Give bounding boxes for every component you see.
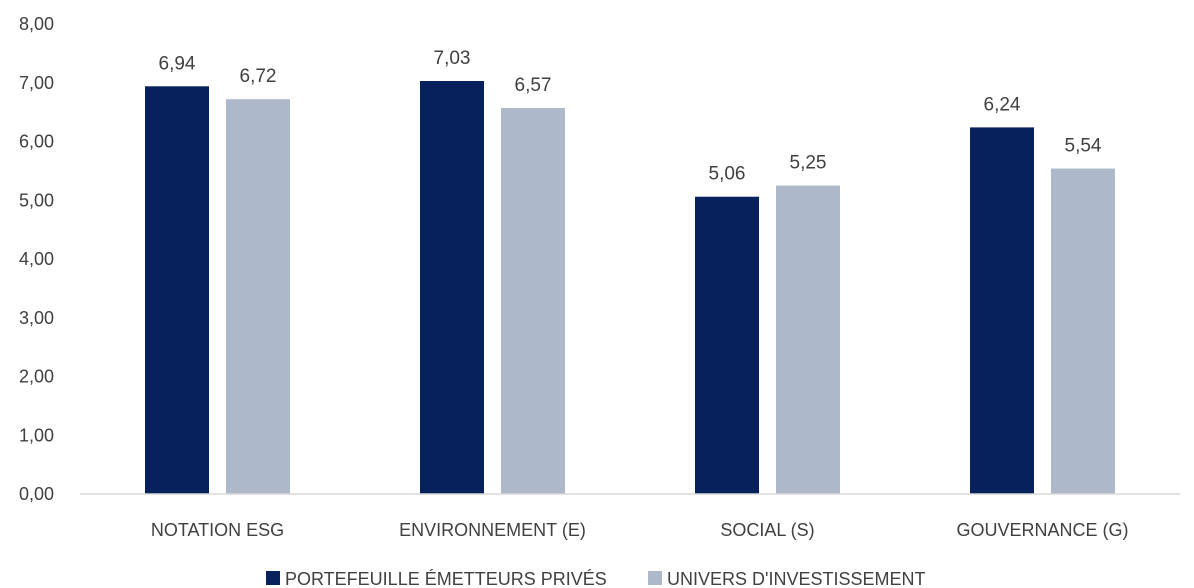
bar-series-1 <box>420 80 484 495</box>
x-axis: NOTATION ESG ENVIRONNEMENT (E) SOCIAL (S) G… <box>151 520 1129 540</box>
y-tick-label: 4,00 <box>19 249 54 269</box>
y-tick-label: 8,00 <box>19 14 54 34</box>
legend-swatch <box>648 571 662 585</box>
data-label: 7,03 <box>434 48 471 69</box>
data-label: 6,94 <box>159 53 196 74</box>
data-labels: 6,94 6,72 7,03 6,57 5,06 5,25 6,24 5,54 <box>159 48 1102 185</box>
y-tick-label: 6,00 <box>19 132 54 152</box>
bar-series-2 <box>1051 168 1115 494</box>
bar-series-2 <box>226 99 290 494</box>
bar-series-1 <box>145 86 209 495</box>
data-label: 5,25 <box>790 153 827 174</box>
data-label: 6,72 <box>240 66 277 87</box>
legend-swatch <box>266 571 280 585</box>
data-label: 6,24 <box>984 94 1021 115</box>
data-label: 6,57 <box>515 75 552 96</box>
y-tick-label: 5,00 <box>19 190 54 210</box>
y-tick-label: 7,00 <box>19 73 54 93</box>
bar-series-1 <box>695 196 759 494</box>
y-tick-label: 2,00 <box>19 367 54 387</box>
x-tick-label: ENVIRONNEMENT (E) <box>399 520 586 540</box>
bar-series-2 <box>776 185 840 494</box>
y-tick-label: 3,00 <box>19 308 54 328</box>
bar-series-1 <box>970 127 1034 495</box>
legend-label: UNIVERS D'INVESTISSEMENT <box>667 569 925 588</box>
legend-label: PORTEFEUILLE ÉMETTEURS PRIVÉS <box>285 569 607 588</box>
x-tick-label: SOCIAL (S) <box>720 520 814 540</box>
legend: PORTEFEUILLE ÉMETTEURS PRIVÉS UNIVERS D'I… <box>266 569 925 588</box>
data-label: 5,06 <box>709 164 746 185</box>
x-tick-label: NOTATION ESG <box>151 520 284 540</box>
y-tick-label: 0,00 <box>19 484 54 504</box>
bars <box>145 80 1115 495</box>
x-tick-label: GOUVERNANCE (G) <box>956 520 1128 540</box>
data-label: 5,54 <box>1065 136 1102 157</box>
y-axis: 0,00 1,00 2,00 3,00 4,00 5,00 6,00 7,00 8,00 <box>19 14 54 504</box>
legend-item-2: UNIVERS D'INVESTISSEMENT <box>648 569 925 588</box>
y-tick-label: 1,00 <box>19 425 54 445</box>
legend-item-1: PORTEFEUILLE ÉMETTEURS PRIVÉS <box>266 569 607 588</box>
bar-series-2 <box>501 108 565 494</box>
